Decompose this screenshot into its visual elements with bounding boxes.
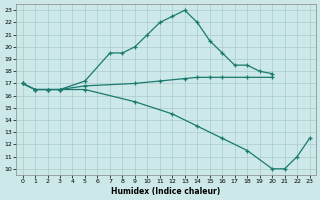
X-axis label: Humidex (Indice chaleur): Humidex (Indice chaleur): [111, 187, 221, 196]
